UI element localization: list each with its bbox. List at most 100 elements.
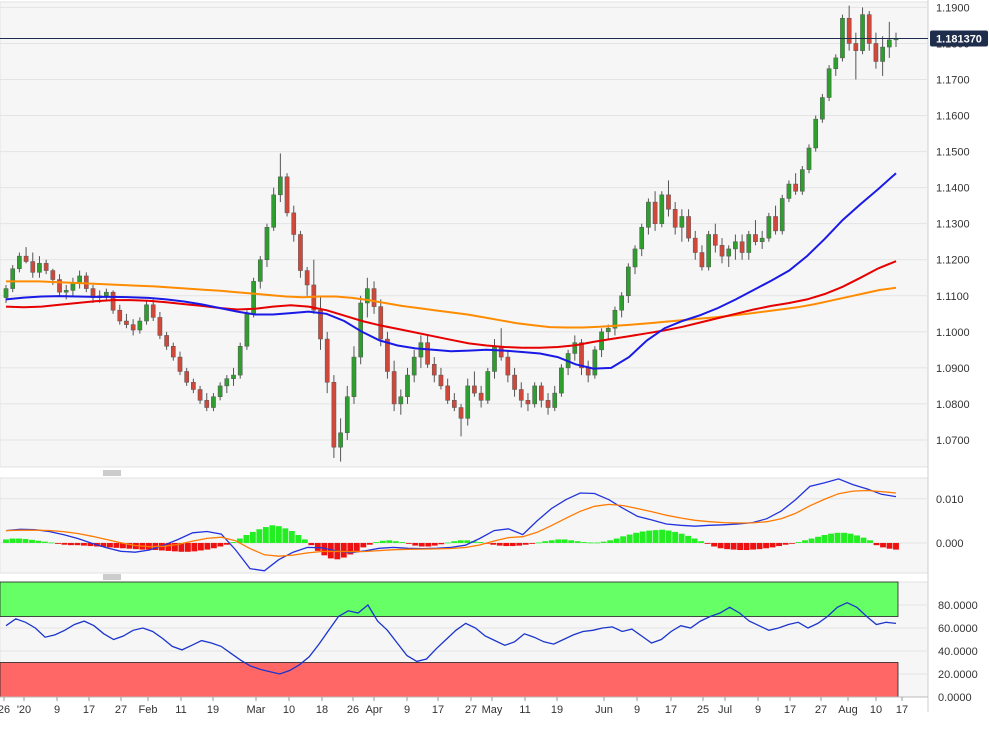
- candle-body[interactable]: [191, 382, 196, 390]
- candle-body[interactable]: [733, 241, 738, 250]
- candle-body[interactable]: [860, 14, 865, 51]
- candle-body[interactable]: [572, 342, 578, 354]
- candle-body[interactable]: [10, 268, 16, 289]
- candle-body[interactable]: [398, 396, 404, 405]
- candle-body[interactable]: [204, 400, 210, 408]
- candle-body[interactable]: [659, 194, 665, 224]
- candle-body[interactable]: [164, 335, 169, 347]
- candle-body[interactable]: [853, 43, 859, 51]
- candle-body[interactable]: [518, 389, 524, 401]
- candle-body[interactable]: [104, 291, 109, 297]
- candle-body[interactable]: [257, 259, 263, 282]
- candle-body[interactable]: [371, 288, 377, 307]
- candle-body[interactable]: [545, 400, 551, 408]
- candle-body[interactable]: [83, 275, 89, 289]
- candle-body[interactable]: [324, 338, 330, 383]
- candle-body[interactable]: [70, 282, 76, 291]
- candle-body[interactable]: [157, 317, 163, 336]
- candle-body[interactable]: [726, 248, 732, 257]
- candle-body[interactable]: [425, 342, 430, 365]
- candle-body[interactable]: [605, 327, 611, 333]
- candle-body[interactable]: [391, 371, 397, 405]
- candle-body[interactable]: [886, 39, 892, 48]
- candle-body[interactable]: [344, 396, 350, 434]
- candle-body[interactable]: [57, 279, 62, 293]
- candle-body[interactable]: [686, 216, 691, 239]
- candle-body[interactable]: [880, 46, 885, 62]
- candle-body[interactable]: [124, 320, 129, 325]
- candle-body[interactable]: [539, 385, 544, 401]
- candle-body[interactable]: [512, 374, 517, 390]
- candle-body[interactable]: [739, 241, 745, 253]
- candle-body[interactable]: [525, 400, 531, 405]
- candle-body[interactable]: [170, 345, 176, 358]
- candle-body[interactable]: [278, 176, 283, 196]
- candle-body[interactable]: [498, 345, 504, 358]
- candle-body[interactable]: [318, 309, 323, 340]
- candle-body[interactable]: [150, 304, 156, 318]
- candle-body[interactable]: [873, 43, 879, 62]
- candle-body[interactable]: [719, 245, 725, 257]
- candle-body[interactable]: [137, 320, 143, 331]
- candle-body[interactable]: [485, 371, 491, 401]
- candle-body[interactable]: [211, 396, 216, 408]
- candle-body[interactable]: [585, 367, 591, 376]
- candle-body[interactable]: [793, 183, 798, 192]
- candle-body[interactable]: [110, 291, 116, 311]
- candle-body[interactable]: [117, 309, 123, 322]
- candle-body[interactable]: [184, 371, 190, 383]
- candle-body[interactable]: [331, 382, 337, 448]
- candle-body[interactable]: [23, 255, 29, 262]
- candle-body[interactable]: [30, 261, 36, 273]
- candle-body[interactable]: [833, 57, 839, 69]
- panel-resize-handles[interactable]: [103, 470, 121, 580]
- candle-body[interactable]: [338, 432, 343, 448]
- candle-body[interactable]: [579, 342, 584, 369]
- candle-body[interactable]: [365, 288, 370, 304]
- candle-body[interactable]: [746, 234, 752, 253]
- candle-body[interactable]: [712, 234, 718, 246]
- candle-body[interactable]: [405, 374, 410, 397]
- candle-body[interactable]: [264, 227, 270, 260]
- candle-body[interactable]: [532, 385, 537, 405]
- candle-body[interactable]: [351, 356, 357, 397]
- candle-body[interactable]: [452, 400, 457, 408]
- candle-body[interactable]: [465, 385, 471, 419]
- candle-body[interactable]: [632, 248, 638, 268]
- candle-body[interactable]: [177, 356, 183, 372]
- candle-body[interactable]: [646, 201, 651, 228]
- candle-body[interactable]: [652, 201, 658, 224]
- candle-body[interactable]: [17, 255, 22, 269]
- candle-body[interactable]: [284, 176, 290, 214]
- candle-body[interactable]: [552, 392, 558, 408]
- candle-body[interactable]: [806, 147, 812, 170]
- candle-body[interactable]: [197, 389, 203, 401]
- candle-body[interactable]: [813, 118, 819, 149]
- candle-body[interactable]: [438, 374, 444, 387]
- candle-body[interactable]: [626, 266, 631, 297]
- candle-body[interactable]: [779, 198, 785, 232]
- candle-body[interactable]: [773, 216, 778, 232]
- candle-body[interactable]: [846, 17, 852, 44]
- candle-body[interactable]: [799, 169, 805, 192]
- candle-body[interactable]: [505, 356, 511, 376]
- candle-body[interactable]: [378, 306, 384, 340]
- candle-body[interactable]: [411, 356, 417, 376]
- panel-resize-handle-1[interactable]: [103, 470, 121, 476]
- candle-body[interactable]: [672, 209, 678, 228]
- candle-body[interactable]: [50, 270, 56, 280]
- candle-body[interactable]: [445, 385, 450, 401]
- candle-body[interactable]: [692, 237, 698, 253]
- candle-body[interactable]: [271, 194, 276, 228]
- candle-body[interactable]: [244, 313, 250, 347]
- candle-body[interactable]: [753, 234, 758, 242]
- candle-body[interactable]: [639, 227, 645, 250]
- candle-body[interactable]: [63, 290, 69, 293]
- candle-body[interactable]: [559, 367, 564, 394]
- candle-body[interactable]: [304, 270, 310, 286]
- candle-body[interactable]: [679, 216, 685, 228]
- candle-body[interactable]: [666, 194, 671, 210]
- candle-body[interactable]: [592, 349, 598, 376]
- candlesticks[interactable]: [3, 5, 899, 462]
- candle-body[interactable]: [291, 212, 297, 235]
